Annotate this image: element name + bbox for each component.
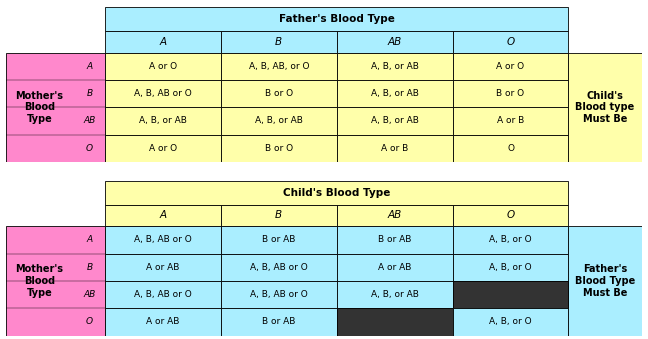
Text: A: A	[159, 37, 167, 47]
Text: B or AB: B or AB	[262, 317, 295, 326]
Text: A or AB: A or AB	[378, 263, 411, 272]
Bar	[452, 281, 568, 308]
Text: Child's
Blood type
Must Be: Child's Blood type Must Be	[575, 91, 634, 124]
Text: A: A	[159, 211, 167, 220]
Text: A, B, or AB: A, B, or AB	[371, 89, 419, 98]
Bar	[337, 281, 452, 308]
Bar	[337, 53, 452, 80]
Bar	[452, 31, 568, 53]
Bar	[105, 135, 221, 162]
Text: A or O: A or O	[496, 62, 525, 71]
Text: B: B	[275, 37, 283, 47]
Text: A, B, or AB: A, B, or AB	[371, 116, 419, 125]
Bar	[105, 308, 221, 336]
Bar	[452, 107, 568, 135]
Text: A, B, AB or O: A, B, AB or O	[250, 263, 308, 272]
Bar	[452, 254, 568, 281]
Text: O: O	[507, 211, 515, 220]
Bar	[452, 226, 568, 254]
Text: A: A	[87, 62, 93, 71]
Bar	[337, 308, 452, 336]
Bar	[337, 80, 452, 107]
Bar	[452, 80, 568, 107]
Bar	[452, 204, 568, 226]
Text: A, B, AB or O: A, B, AB or O	[250, 290, 308, 299]
Text: A, B, AB, or O: A, B, AB, or O	[248, 62, 309, 71]
Bar	[221, 31, 337, 53]
Text: A or AB: A or AB	[146, 317, 179, 326]
Text: O: O	[86, 144, 93, 153]
Bar	[221, 107, 337, 135]
Bar	[337, 31, 452, 53]
Text: B or AB: B or AB	[262, 236, 295, 244]
Text: Mother's
Blood
Type: Mother's Blood Type	[16, 264, 64, 298]
Text: Father's
Blood Type
Must Be: Father's Blood Type Must Be	[575, 264, 635, 298]
Text: A or O: A or O	[149, 62, 177, 71]
Text: AB: AB	[388, 211, 402, 220]
Bar	[337, 254, 452, 281]
Bar	[221, 80, 337, 107]
Bar	[221, 135, 337, 162]
Text: A, B, AB or O: A, B, AB or O	[134, 236, 192, 244]
Bar	[105, 281, 221, 308]
Text: AB: AB	[84, 290, 96, 299]
Bar	[221, 53, 337, 80]
Text: A, B, or O: A, B, or O	[489, 317, 532, 326]
Bar	[105, 80, 221, 107]
Text: O: O	[507, 37, 515, 47]
Text: Child's Blood Type: Child's Blood Type	[283, 187, 390, 198]
Bar	[105, 53, 221, 80]
Bar	[337, 107, 452, 135]
Bar	[105, 7, 568, 31]
Text: B: B	[87, 263, 93, 272]
Bar	[452, 53, 568, 80]
Text: Mother's
Blood
Type: Mother's Blood Type	[16, 91, 64, 124]
Text: A or AB: A or AB	[146, 263, 179, 272]
Bar	[337, 204, 452, 226]
Text: A, B, or AB: A, B, or AB	[139, 116, 187, 125]
Text: A, B, or AB: A, B, or AB	[371, 290, 419, 299]
Text: Father's Blood Type: Father's Blood Type	[279, 14, 395, 24]
Text: A, B, or AB: A, B, or AB	[255, 116, 303, 125]
Text: A or B: A or B	[381, 144, 408, 153]
Bar	[105, 107, 221, 135]
Bar	[105, 226, 221, 254]
Bar	[452, 135, 568, 162]
Text: B or O: B or O	[264, 89, 293, 98]
Bar	[221, 254, 337, 281]
Bar	[452, 308, 568, 336]
Text: A, B, or O: A, B, or O	[489, 263, 532, 272]
Bar	[6, 53, 105, 162]
Bar	[221, 308, 337, 336]
Text: A, B, or O: A, B, or O	[489, 236, 532, 244]
Text: A, B, AB or O: A, B, AB or O	[134, 290, 192, 299]
Bar	[105, 31, 221, 53]
Bar	[337, 226, 452, 254]
Text: B or O: B or O	[264, 144, 293, 153]
Text: A, B, AB or O: A, B, AB or O	[134, 89, 192, 98]
Text: A or O: A or O	[149, 144, 177, 153]
Bar	[568, 226, 642, 336]
Text: B: B	[275, 211, 283, 220]
Text: O: O	[507, 144, 514, 153]
Text: B or AB: B or AB	[378, 236, 411, 244]
Text: A, B, or AB: A, B, or AB	[371, 62, 419, 71]
Bar	[105, 204, 221, 226]
Text: AB: AB	[84, 116, 96, 125]
Text: A: A	[87, 236, 93, 244]
Text: B or O: B or O	[496, 89, 525, 98]
Bar	[221, 204, 337, 226]
Text: A or B: A or B	[497, 116, 524, 125]
Text: O: O	[86, 317, 93, 326]
Bar	[105, 180, 568, 204]
Bar	[337, 135, 452, 162]
Text: AB: AB	[388, 37, 402, 47]
Bar	[6, 226, 105, 336]
Bar	[221, 226, 337, 254]
Bar	[105, 254, 221, 281]
Bar	[221, 281, 337, 308]
Text: B: B	[87, 89, 93, 98]
Bar	[568, 53, 642, 162]
